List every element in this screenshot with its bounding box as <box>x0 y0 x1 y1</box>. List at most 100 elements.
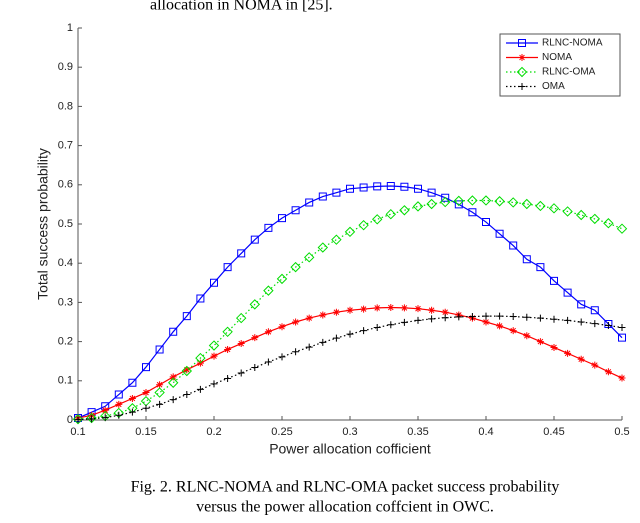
marker <box>563 288 572 297</box>
marker <box>237 249 246 258</box>
marker <box>169 327 178 336</box>
marker <box>72 414 84 425</box>
marker <box>114 390 123 399</box>
marker <box>278 323 286 331</box>
x-tick-label: 0.45 <box>543 426 564 438</box>
marker <box>88 411 96 419</box>
marker <box>536 314 544 322</box>
marker <box>616 223 628 234</box>
marker <box>482 218 490 227</box>
marker <box>414 316 422 324</box>
marker <box>480 195 492 206</box>
caption-line: Fig. 2. RLNC-NOMA and RLNC-OMA packet su… <box>131 479 560 496</box>
marker <box>196 294 205 303</box>
marker <box>169 373 177 381</box>
marker <box>292 348 300 356</box>
marker <box>101 414 109 422</box>
marker <box>577 318 585 326</box>
marker <box>156 400 164 408</box>
marker <box>249 299 261 310</box>
marker <box>196 385 204 393</box>
marker <box>400 182 409 191</box>
marker <box>155 345 164 354</box>
marker <box>128 394 136 402</box>
marker <box>548 203 560 214</box>
y-tick-label: 0.3 <box>58 296 73 308</box>
marker <box>88 415 96 423</box>
marker <box>536 338 544 346</box>
marker <box>507 197 519 208</box>
marker <box>140 395 152 407</box>
marker <box>618 333 626 342</box>
legend-label: OMA <box>542 81 565 92</box>
marker <box>142 404 150 412</box>
x-tick-label: 0.4 <box>478 426 493 438</box>
marker <box>441 314 449 322</box>
marker <box>518 83 526 90</box>
marker <box>346 330 354 338</box>
marker <box>400 318 408 326</box>
marker <box>115 400 123 408</box>
marker <box>154 387 165 398</box>
marker <box>495 229 504 238</box>
legend-label: NOMA <box>542 52 572 63</box>
marker <box>195 352 206 364</box>
marker <box>509 241 518 250</box>
marker <box>373 304 381 312</box>
marker <box>535 200 546 212</box>
marker <box>128 408 136 416</box>
series-line <box>77 315 623 421</box>
marker <box>468 313 476 321</box>
marker <box>412 201 424 212</box>
marker <box>414 305 422 313</box>
marker <box>332 308 340 316</box>
marker <box>235 312 247 324</box>
marker <box>181 365 193 377</box>
x-tick-label: 0.1 <box>70 426 85 438</box>
marker <box>428 315 436 323</box>
marker <box>482 318 490 326</box>
marker <box>400 304 408 312</box>
marker <box>509 313 517 321</box>
marker <box>331 234 342 245</box>
y-tick-label: 0.5 <box>58 218 73 230</box>
marker <box>251 363 259 371</box>
marker <box>332 188 341 197</box>
marker <box>128 378 137 387</box>
marker <box>86 412 97 424</box>
y-tick-label: 0 <box>67 414 73 426</box>
marker <box>550 315 558 323</box>
marker <box>518 39 526 47</box>
y-tick-label: 0.1 <box>58 375 73 387</box>
marker <box>496 322 504 330</box>
marker <box>360 305 368 313</box>
marker <box>467 195 478 206</box>
x-tick-label: 0.3 <box>342 426 357 438</box>
marker <box>591 361 599 369</box>
marker <box>550 276 558 285</box>
marker <box>319 311 327 319</box>
marker <box>167 377 179 388</box>
marker <box>575 209 587 221</box>
marker <box>387 321 395 329</box>
marker <box>224 374 232 382</box>
marker <box>318 192 327 201</box>
marker <box>414 184 422 193</box>
marker <box>224 345 232 353</box>
marker <box>427 188 436 197</box>
marker <box>589 213 601 225</box>
marker <box>303 252 315 263</box>
marker <box>453 195 465 207</box>
marker <box>292 318 300 326</box>
marker <box>210 380 218 388</box>
marker <box>263 285 274 296</box>
marker <box>142 389 150 397</box>
marker <box>291 206 300 215</box>
marker <box>251 334 259 342</box>
marker <box>360 327 368 335</box>
marker <box>468 208 477 217</box>
marker <box>618 374 626 382</box>
marker <box>223 263 232 272</box>
marker <box>522 255 531 264</box>
marker <box>210 278 218 287</box>
